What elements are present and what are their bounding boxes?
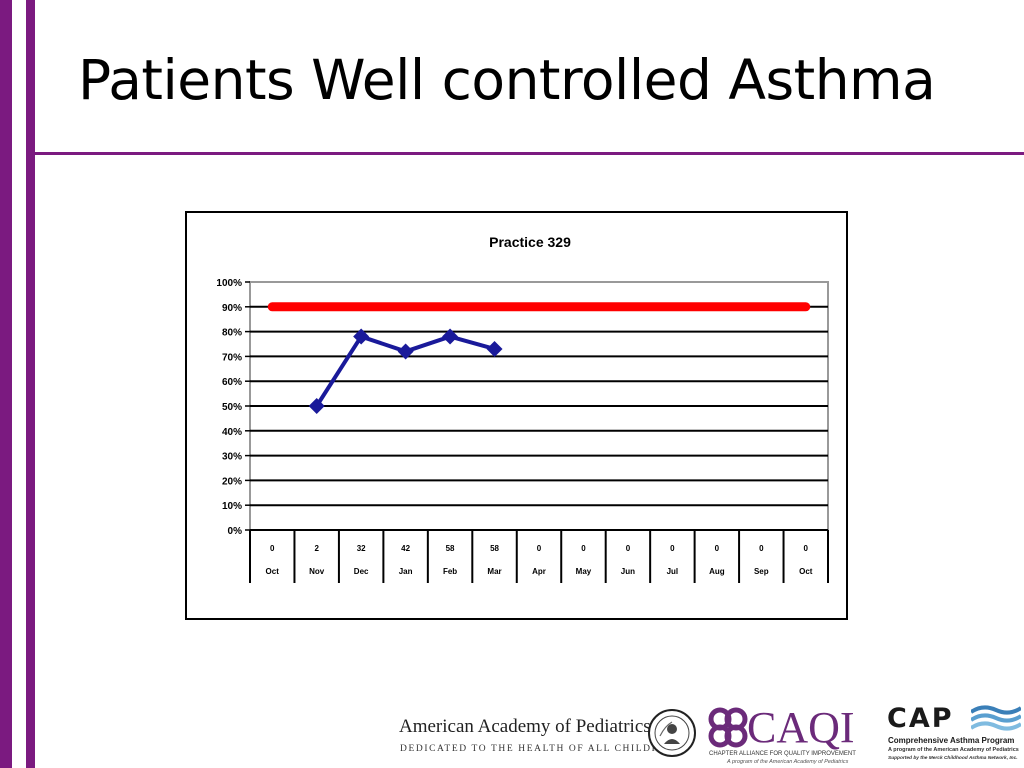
side-accent-stripe [26, 0, 35, 768]
x-tick-label: Jul [667, 567, 679, 576]
caqi-swirl-icon [708, 707, 748, 748]
aap-logo-name: American Academy of Pediatrics [399, 716, 651, 737]
cap-logo-program-line: A program of the American Academy of Ped… [888, 747, 1019, 753]
aap-seal-icon [648, 709, 696, 757]
cap-logo-word: CAP [887, 703, 954, 734]
y-tick-label: 100% [216, 278, 242, 289]
table-count: 42 [401, 544, 410, 553]
y-tick-label: 90% [222, 303, 242, 314]
y-tick-label: 50% [222, 402, 242, 413]
x-tick-label: Feb [443, 567, 457, 576]
x-tick-label: Jan [399, 567, 413, 576]
cap-waves-icon [971, 705, 1021, 731]
x-tick-label: Sep [754, 567, 769, 576]
y-tick-label: 60% [222, 377, 242, 388]
line-chart: Practice 329 0% 10% 20% 30% 40% 50% 60% 70% 80% 9… [216, 234, 829, 583]
y-tick-label: 10% [222, 501, 242, 512]
x-tick-label: Mar [487, 567, 501, 576]
table-count: 0 [626, 544, 631, 553]
aap-logo-tagline: DEDICATED TO THE HEALTH OF ALL CHILDREN™ [400, 744, 687, 754]
x-tick-label: Apr [532, 567, 546, 576]
table-count: 58 [446, 544, 455, 553]
x-tick-label: Jun [621, 567, 635, 576]
data-point [442, 328, 459, 345]
y-tick-label: 40% [222, 427, 242, 438]
table-count: 0 [537, 544, 542, 553]
y-tick-label: 30% [222, 452, 242, 463]
y-tick-label: 0% [228, 526, 243, 537]
data-point [486, 340, 503, 357]
caqi-logo-word: CAQI [747, 703, 855, 752]
table-count: 0 [270, 544, 275, 553]
x-tick-label: May [576, 567, 592, 576]
footer-logos: American Academy of Pediatrics DEDICATED… [395, 700, 1024, 768]
x-tick-label: Oct [799, 567, 813, 576]
table-count: 0 [804, 544, 809, 553]
table-count: 2 [314, 544, 319, 553]
x-tick-label: Oct [266, 567, 280, 576]
data-point [353, 328, 370, 345]
slide-title: Patients Well controlled Asthma [78, 48, 936, 112]
caqi-logo-program-line: A program of the American Academy of Ped… [727, 759, 849, 765]
side-accent-gap [12, 0, 26, 768]
caqi-logo-subtitle: CHAPTER ALLIANCE FOR QUALITY IMPROVEMENT [709, 751, 856, 757]
x-tick-label: Nov [309, 567, 325, 576]
chart-title: Practice 329 [489, 234, 571, 250]
y-tick-label: 80% [222, 328, 242, 339]
table-count: 0 [715, 544, 720, 553]
data-point [397, 343, 414, 360]
cap-logo-support-line: Supported by the Merck Childhood Asthma … [888, 756, 1018, 761]
table-count: 0 [670, 544, 675, 553]
y-tick-label: 70% [222, 352, 242, 363]
title-divider [35, 152, 1024, 155]
y-tick-label: 20% [222, 476, 242, 487]
table-count: 0 [581, 544, 586, 553]
cap-logo-subtitle: Comprehensive Asthma Program [888, 736, 1015, 745]
table-count: 58 [490, 544, 499, 553]
chart-frame: Practice 329 0% 10% 20% 30% 40% 50% 60% 70% 80% 9… [185, 211, 848, 620]
data-point [308, 398, 325, 414]
table-count: 0 [759, 544, 764, 553]
side-accent-bar [0, 0, 12, 768]
x-tick-label: Aug [709, 567, 725, 576]
table-count: 32 [357, 544, 366, 553]
x-tick-label: Dec [354, 567, 369, 576]
